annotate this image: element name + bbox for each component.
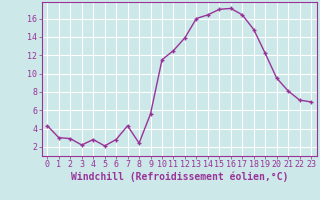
X-axis label: Windchill (Refroidissement éolien,°C): Windchill (Refroidissement éolien,°C)	[70, 172, 288, 182]
